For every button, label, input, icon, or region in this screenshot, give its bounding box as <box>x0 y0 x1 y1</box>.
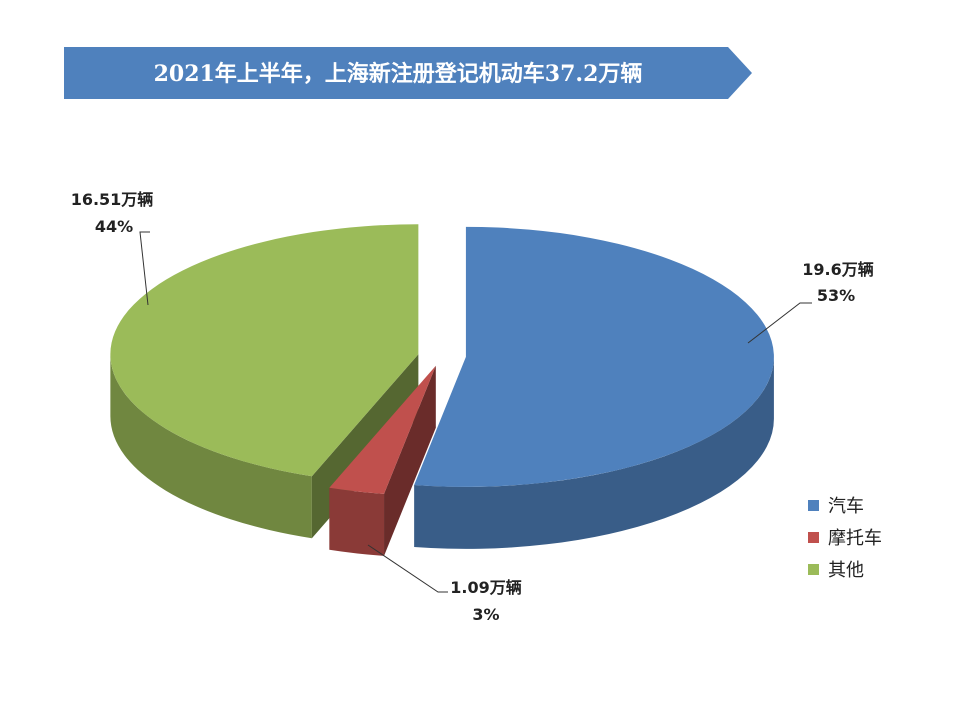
data-label-value-motorcycle: 1.09万辆 <box>450 578 521 597</box>
legend-swatch-other <box>808 564 819 575</box>
pie-slice-motorcycle <box>329 365 436 556</box>
legend-label-motorcycle: 摩托车 <box>828 528 882 549</box>
legend-swatch-car <box>808 500 819 511</box>
legend: 汽车 摩托车 其他 <box>808 496 882 581</box>
pie-slice-car <box>414 226 774 549</box>
legend-label-car: 汽车 <box>828 496 864 517</box>
title-banner <box>64 47 752 99</box>
pie-top-motorcycle <box>329 365 436 494</box>
legend-swatch-motorcycle <box>808 532 819 543</box>
leader-line-car <box>747 302 812 344</box>
pie-top-car <box>414 226 774 487</box>
pie-top-other <box>110 224 419 477</box>
leader-line-other <box>139 231 150 306</box>
pie-face-motorcycle <box>384 365 436 556</box>
leader-lines <box>139 231 812 593</box>
legend-label-other: 其他 <box>828 560 864 581</box>
data-label-percent-other: 44% <box>95 217 133 236</box>
chart-title: 2021年上半年，上海新注册登记机动车37.2万辆 <box>154 61 643 87</box>
pie-wall-other <box>110 354 312 539</box>
data-label-percent-car: 53% <box>817 286 855 305</box>
leader-line-motorcycle <box>367 544 448 593</box>
data-label-percent-motorcycle: 3% <box>472 605 499 624</box>
pie-wall-motorcycle <box>329 487 385 556</box>
pie-wall-car <box>414 356 774 549</box>
pie-slices <box>110 224 774 556</box>
data-label-value-other: 16.51万辆 <box>71 190 154 209</box>
data-label-value-car: 19.6万辆 <box>802 260 873 279</box>
